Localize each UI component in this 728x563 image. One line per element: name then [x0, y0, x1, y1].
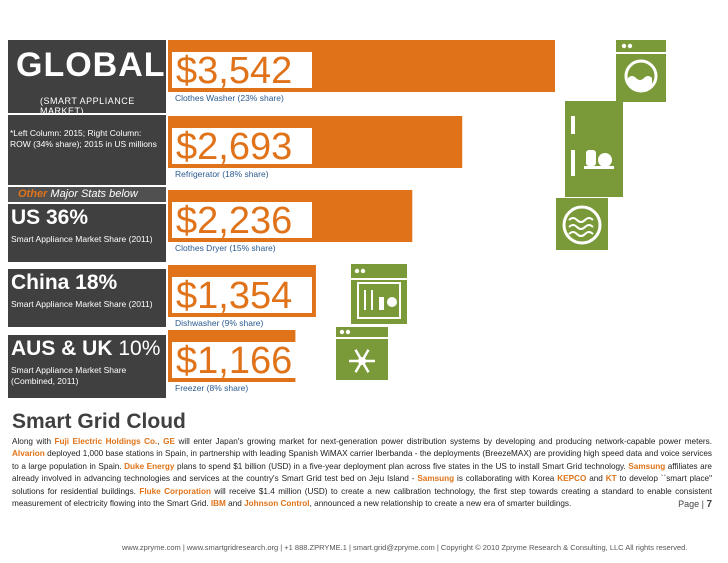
value-label: $2,693: [176, 126, 292, 168]
article-text: is collaborating with Korea: [454, 474, 558, 484]
stat-panel-us: US 36% Smart Appliance Market Share (201…: [8, 204, 166, 262]
article-text: affiliates are already involved in advan…: [12, 461, 712, 484]
article-text: and: [225, 499, 245, 509]
category-label: Clothes Washer (23% share): [175, 93, 284, 103]
note-panel: *Left Column: 2015; Right Column: ROW (3…: [8, 115, 166, 185]
footer: www.zpryme.com | www.smartgridresearch.o…: [122, 543, 688, 552]
stat-panel-aus-uk: AUS & UK 10% Smart Appliance Market Shar…: [8, 335, 166, 398]
washer-icon: [616, 40, 666, 102]
value-label: $1,354: [176, 275, 292, 317]
article-text: , announced a new relationship to create…: [309, 499, 572, 509]
article-text: will enter Japan's growing market for ne…: [174, 437, 712, 446]
global-subtitle: (SMART APPLIANCE MARKET): [40, 96, 135, 116]
article-text: and: [586, 474, 606, 484]
label-backdrop: [168, 92, 308, 104]
freezer-icon: [336, 327, 388, 380]
company-name: Alvarion: [12, 449, 45, 459]
value-backdrop: [172, 342, 312, 378]
other-stats-text: Other Major Stats below: [18, 188, 138, 200]
article-text: plans to spend $1 billion (USD) in a fiv…: [174, 461, 629, 471]
article-text: deployed 1,000 base stations in Spain, i…: [12, 449, 712, 471]
value-backdrop: [172, 128, 312, 164]
stat-caption: Smart Appliance Market Share (Combined, …: [11, 365, 127, 386]
article-body: Along with Fuji Electric Holdings Co., G…: [12, 436, 712, 510]
value-label: $1,166: [176, 340, 292, 382]
label-backdrop: [168, 168, 308, 180]
other-stats-banner: Other Major Stats below: [8, 187, 166, 202]
stat-heading: AUS & UK 10%: [11, 337, 161, 360]
category-label: Refrigerator (18% share): [175, 169, 269, 179]
company-name: Johnson Control: [244, 499, 310, 509]
company-name: GE: [163, 437, 175, 446]
label-backdrop: [168, 382, 308, 394]
company-name: IBM: [210, 499, 226, 509]
value-backdrop: [172, 277, 312, 313]
refrigerator-icon: [565, 101, 623, 197]
dryer-icon: [556, 198, 608, 250]
column-note: *Left Column: 2015; Right Column: ROW (3…: [10, 128, 157, 149]
category-label: Dishwasher (9% share): [175, 318, 264, 328]
section-title: Smart Grid Cloud: [12, 410, 186, 433]
company-name: Fuji Electric Holdings Co.: [54, 437, 158, 446]
dishwasher-icon: [351, 264, 407, 324]
stat-caption: Smart Appliance Market Share (2011): [11, 299, 153, 309]
page-number: Page | 7: [678, 499, 712, 510]
article-text: Along with: [12, 437, 55, 446]
company-name: KEPCO: [557, 474, 587, 484]
left-stats-column: GLOBAL (SMART APPLIANCE MARKET) *Left Co…: [8, 40, 166, 398]
value-backdrop: [172, 52, 312, 88]
stat-heading: China 18%: [11, 271, 118, 294]
company-name: Duke Energy: [124, 461, 175, 471]
article-text: to develop ``smart place" solutions for …: [12, 474, 713, 496]
company-name: KT: [605, 474, 617, 484]
label-backdrop: [168, 242, 308, 254]
company-name: Fluke Corporation: [139, 486, 211, 496]
category-label: Freezer (8% share): [175, 383, 248, 393]
stat-panel-china: China 18% Smart Appliance Market Share (…: [8, 269, 166, 327]
value-label: $3,542: [176, 50, 292, 92]
value-backdrop: [172, 202, 312, 238]
global-title: GLOBAL: [16, 46, 166, 84]
company-name: Samsung: [417, 474, 455, 484]
category-label: Clothes Dryer (15% share): [175, 243, 276, 253]
company-name: Samsung: [628, 461, 666, 471]
value-label: $2,236: [176, 200, 292, 242]
article-text: ,: [157, 437, 164, 446]
stat-heading: US 36%: [11, 206, 89, 229]
global-panel: GLOBAL (SMART APPLIANCE MARKET): [8, 40, 166, 116]
label-backdrop: [168, 317, 308, 329]
stat-caption: Smart Appliance Market Share (2011): [11, 234, 153, 244]
article-text: will receive $1.4 million (USD) to creat…: [12, 486, 712, 509]
